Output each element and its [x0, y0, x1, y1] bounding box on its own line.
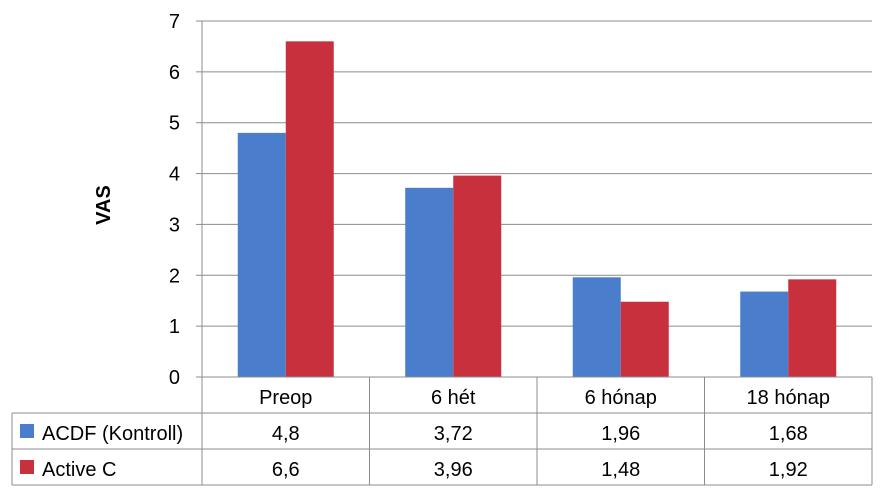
bar-0-1 [405, 187, 454, 377]
y-tick-label: 5 [169, 113, 180, 135]
data-label: 4,8 [272, 423, 300, 445]
data-label: 3,96 [434, 459, 473, 481]
y-tick-label: 2 [169, 265, 180, 287]
legend-swatch [20, 424, 34, 438]
bar-1-3 [788, 279, 837, 377]
legend-label: ACDF (Kontroll) [42, 423, 183, 445]
bar-0-0 [237, 132, 286, 377]
data-label: 6,6 [272, 459, 300, 481]
bar-0-3 [740, 291, 789, 377]
category-label: 6 hét [431, 387, 476, 409]
data-table: Preop 6 hét 6 hónap 18 hónap ACDF (Kontroll)… [11, 376, 873, 486]
y-axis-label: VAS [93, 185, 115, 225]
y-tick-label: 6 [169, 62, 180, 84]
y-tick-label: 7 [169, 11, 180, 33]
legend-swatch [20, 460, 34, 474]
bar-1-0 [285, 41, 334, 377]
category-label: Preop [259, 387, 312, 409]
y-tick-label: 3 [169, 214, 180, 236]
data-label: 1,96 [601, 423, 640, 445]
y-tick-label: 4 [169, 164, 180, 186]
bar-1-2 [620, 301, 669, 377]
category-label: 6 hónap [585, 387, 657, 409]
y-tick-label: 0 [169, 367, 180, 389]
bar-1-1 [453, 175, 502, 377]
data-label: 1,68 [769, 423, 808, 445]
bars [237, 41, 837, 377]
legend-label: Active C [42, 459, 116, 481]
data-label: 1,92 [769, 459, 808, 481]
y-tick-label: 1 [169, 316, 180, 338]
bar-0-2 [572, 277, 621, 377]
y-axis-ticks: 0 1 2 3 4 5 6 7 [169, 11, 202, 389]
category-label: 18 hónap [747, 387, 830, 409]
data-label: 1,48 [601, 459, 640, 481]
data-label: 3,72 [434, 423, 473, 445]
